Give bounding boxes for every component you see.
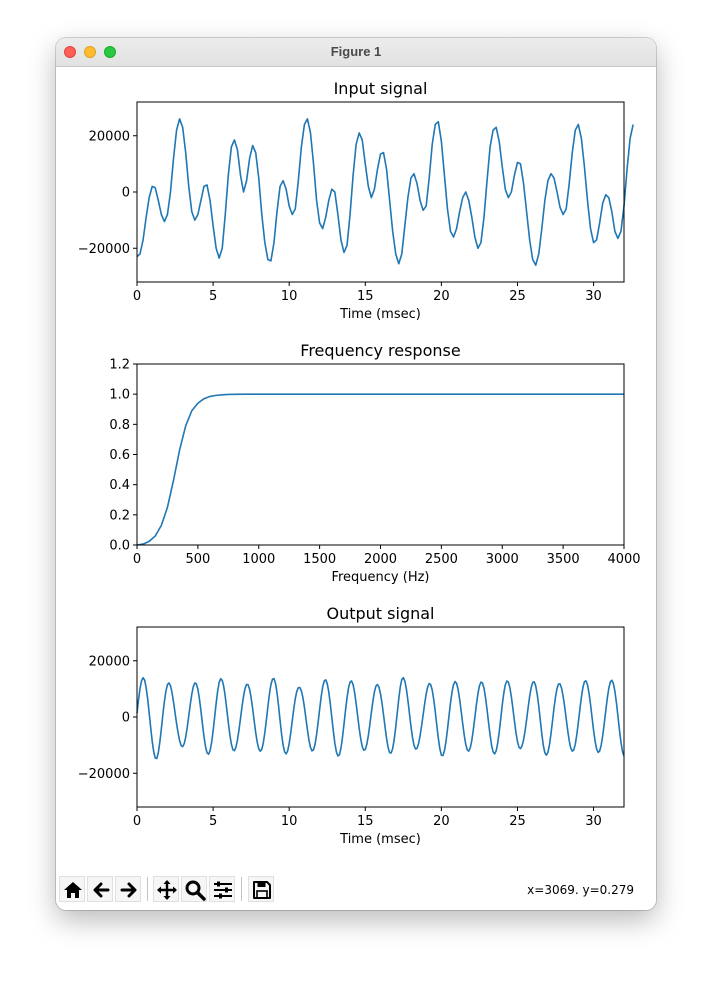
series-line bbox=[136, 118, 634, 266]
save-icon bbox=[253, 881, 271, 899]
arrow-left-icon bbox=[93, 882, 110, 898]
home-button[interactable] bbox=[59, 876, 85, 902]
x-tick-label: 30 bbox=[585, 289, 602, 304]
x-tick-label: 0 bbox=[133, 814, 141, 829]
y-tick-label: 0 bbox=[122, 711, 130, 726]
save-button[interactable] bbox=[248, 876, 274, 902]
y-tick-label: 0 bbox=[122, 186, 130, 201]
x-tick-label: 2500 bbox=[425, 552, 458, 567]
x-tick-label: 20 bbox=[433, 814, 450, 829]
navigation-toolbar: x=3069. y=0.279 bbox=[56, 872, 656, 906]
x-tick-label: 30 bbox=[585, 814, 602, 829]
chart-title: Frequency response bbox=[300, 341, 460, 360]
y-tick-label: −20000 bbox=[78, 242, 130, 257]
x-tick-label: 5 bbox=[209, 814, 217, 829]
x-axis-label: Time (msec) bbox=[339, 307, 421, 322]
minimize-window-button[interactable] bbox=[84, 46, 96, 58]
title-bar: Figure 1 bbox=[56, 38, 656, 67]
x-axis-label: Frequency (Hz) bbox=[331, 570, 429, 585]
toolbar-separator bbox=[241, 877, 242, 901]
maximize-window-button[interactable] bbox=[104, 46, 116, 58]
y-tick-label: 0.2 bbox=[109, 508, 130, 523]
x-tick-label: 4000 bbox=[607, 552, 640, 567]
configure-subplots-button[interactable] bbox=[209, 876, 235, 902]
x-tick-label: 3000 bbox=[486, 552, 519, 567]
x-tick-label: 1000 bbox=[242, 552, 275, 567]
y-tick-label: 1.2 bbox=[109, 358, 130, 373]
x-tick-label: 5 bbox=[209, 289, 217, 304]
series-line bbox=[136, 676, 625, 760]
axes-frame bbox=[136, 626, 625, 808]
x-tick-label: 0 bbox=[133, 552, 141, 567]
sliders-icon bbox=[214, 881, 232, 899]
x-tick-label: 500 bbox=[185, 552, 210, 567]
axes-frame bbox=[136, 101, 625, 283]
forward-button[interactable] bbox=[115, 876, 141, 902]
y-tick-label: 0.6 bbox=[109, 448, 130, 463]
chart-title: Output signal bbox=[327, 604, 435, 623]
axes-frame bbox=[136, 363, 625, 546]
y-tick-label: 0.4 bbox=[109, 478, 130, 493]
x-tick-label: 15 bbox=[357, 289, 374, 304]
x-tick-label: 25 bbox=[509, 289, 526, 304]
zoom-icon bbox=[185, 880, 206, 901]
x-tick-label: 0 bbox=[133, 289, 141, 304]
x-tick-label: 1500 bbox=[303, 552, 336, 567]
close-window-button[interactable] bbox=[64, 46, 76, 58]
back-button[interactable] bbox=[87, 876, 113, 902]
window-title: Figure 1 bbox=[330, 44, 382, 59]
y-tick-label: 20000 bbox=[89, 129, 130, 144]
x-tick-label: 2000 bbox=[364, 552, 397, 567]
toolbar-separator bbox=[147, 877, 148, 901]
y-tick-label: −20000 bbox=[78, 767, 130, 782]
series-line bbox=[136, 393, 624, 546]
home-icon bbox=[64, 882, 82, 898]
y-tick-label: 1.0 bbox=[109, 388, 130, 403]
y-tick-label: 0.8 bbox=[109, 418, 130, 433]
cursor-coordinates: x=3069. y=0.279 bbox=[527, 883, 634, 897]
x-tick-label: 15 bbox=[357, 814, 374, 829]
arrow-right-icon bbox=[120, 882, 137, 898]
y-tick-label: 0.0 bbox=[109, 539, 130, 554]
x-axis-label: Time (msec) bbox=[339, 832, 421, 847]
x-tick-label: 25 bbox=[509, 814, 526, 829]
pan-button[interactable] bbox=[153, 876, 179, 902]
x-tick-label: 20 bbox=[433, 289, 450, 304]
x-tick-label: 10 bbox=[281, 289, 298, 304]
zoom-button[interactable] bbox=[181, 876, 207, 902]
y-tick-label: 20000 bbox=[89, 654, 130, 669]
chart-title: Input signal bbox=[334, 79, 428, 98]
move-icon bbox=[157, 880, 177, 900]
figure-window: Figure 1 0 5 10 15 20 25 30 −20000 0 20000 Input s… bbox=[56, 38, 656, 910]
x-tick-label: 3500 bbox=[547, 552, 580, 567]
x-tick-label: 10 bbox=[281, 814, 298, 829]
